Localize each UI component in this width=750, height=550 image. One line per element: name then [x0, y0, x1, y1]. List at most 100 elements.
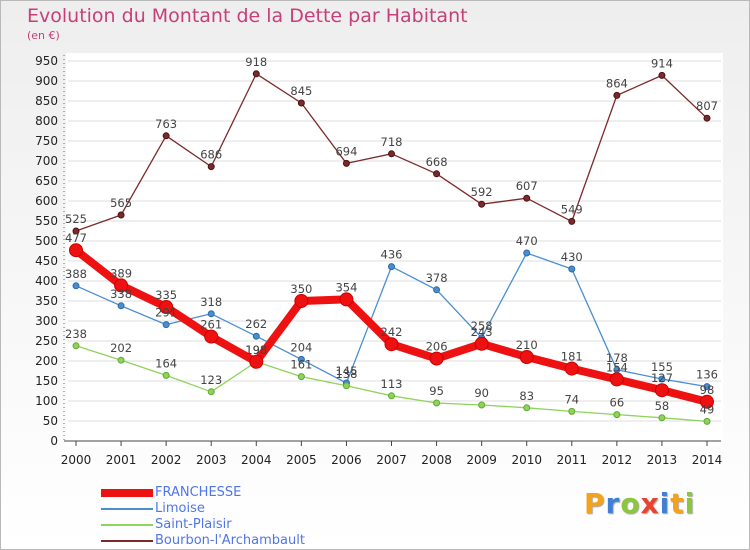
data-point-bourbon-l-archambault [297, 99, 305, 107]
y-tick-label: 250 [35, 334, 58, 348]
data-label-limoise: 155 [651, 360, 673, 374]
logo-letter: i [659, 487, 671, 520]
data-point-franchesse [519, 350, 534, 364]
data-label-bourbon-l-archambault: 592 [471, 185, 493, 199]
data-label-franchesse: 389 [110, 266, 132, 280]
legend-label: Limoise [155, 501, 205, 516]
data-point-saint-plaisir [658, 414, 666, 422]
legend-label: Saint-Plaisir [155, 517, 232, 532]
logo-letter: o [620, 487, 641, 520]
data-point-saint-plaisir [117, 356, 125, 364]
data-label-franchesse: 350 [290, 282, 312, 296]
logo-letter: i [684, 487, 696, 520]
data-label-limoise: 262 [245, 317, 267, 331]
data-label-bourbon-l-archambault: 914 [651, 56, 673, 70]
logo-letter: t [670, 487, 685, 520]
x-tick-label: 2007 [376, 453, 407, 467]
data-label-franchesse: 206 [426, 340, 448, 354]
data-point-limoise [433, 286, 441, 294]
data-label-franchesse: 210 [516, 338, 538, 352]
data-label-saint-plaisir: 164 [155, 356, 177, 370]
chart-title: Evolution du Montant de la Dette par Hab… [27, 5, 468, 27]
data-point-bourbon-l-archambault [162, 132, 170, 140]
data-label-franchesse: 242 [381, 325, 403, 339]
legend-swatch [101, 524, 153, 526]
series-layer [69, 70, 714, 425]
data-label-saint-plaisir: 66 [610, 396, 625, 410]
data-point-limoise [162, 321, 170, 329]
x-tick-label: 2002 [151, 453, 182, 467]
logo-letter: x [640, 487, 660, 520]
y-tick-label: 50 [43, 414, 58, 428]
data-label-franchesse: 335 [155, 288, 177, 302]
data-label-limoise: 258 [471, 319, 493, 333]
data-label-saint-plaisir: 49 [700, 402, 715, 416]
data-label-bourbon-l-archambault: 918 [245, 55, 267, 69]
y-tick-label: 100 [35, 394, 58, 408]
data-point-franchesse [114, 278, 129, 293]
data-labels-layer: 525 565 763 686 918 845 694 718 668 592 607 549 864 9… [65, 55, 718, 417]
data-label-limoise: 136 [696, 368, 718, 382]
data-label-saint-plaisir: 83 [519, 389, 534, 403]
legend-swatch [101, 508, 153, 510]
data-label-bourbon-l-archambault: 694 [335, 144, 357, 158]
data-point-bourbon-l-archambault [342, 159, 350, 167]
data-point-bourbon-l-archambault [568, 217, 576, 225]
data-point-bourbon-l-archambault [703, 114, 711, 122]
logo-letter: P [584, 487, 606, 520]
data-point-bourbon-l-archambault [207, 163, 215, 171]
data-point-limoise [117, 302, 125, 310]
data-point-bourbon-l-archambault [433, 170, 441, 178]
data-label-limoise: 178 [606, 351, 628, 365]
x-tick-label: 2006 [331, 453, 362, 467]
data-point-franchesse [609, 372, 624, 387]
data-label-franchesse: 154 [606, 360, 628, 374]
data-label-limoise: 436 [381, 248, 403, 262]
data-label-saint-plaisir: 202 [110, 341, 132, 355]
data-point-franchesse [384, 337, 399, 352]
y-tick-label: 150 [35, 374, 58, 388]
data-point-limoise [297, 355, 305, 363]
data-label-bourbon-l-archambault: 525 [65, 212, 87, 226]
chart-unit-subtitle: (en €) [27, 29, 60, 42]
data-point-limoise [658, 375, 666, 383]
data-point-saint-plaisir [523, 404, 531, 412]
x-tick-label: 2004 [241, 453, 272, 467]
data-label-bourbon-l-archambault: 565 [110, 196, 132, 210]
data-label-franchesse: 354 [335, 280, 357, 294]
data-point-franchesse [204, 329, 219, 344]
data-point-bourbon-l-archambault [72, 227, 80, 235]
data-point-franchesse [69, 243, 83, 258]
data-point-saint-plaisir [478, 401, 486, 409]
data-point-bourbon-l-archambault [613, 91, 621, 99]
x-tick-label: 2014 [692, 453, 723, 467]
data-point-saint-plaisir [342, 382, 350, 390]
data-point-franchesse [294, 294, 309, 308]
data-point-saint-plaisir [703, 417, 711, 425]
data-point-saint-plaisir [613, 411, 621, 419]
data-point-limoise [703, 383, 711, 391]
data-point-franchesse [474, 336, 489, 351]
y-tick-label: 300 [35, 314, 58, 328]
data-point-saint-plaisir [568, 407, 576, 415]
y-tick-label: 0 [50, 434, 58, 448]
data-point-bourbon-l-archambault [252, 70, 260, 78]
data-label-limoise: 470 [516, 234, 538, 248]
data-point-bourbon-l-archambault [523, 194, 531, 202]
legend-label: Bourbon-l'Archambault [155, 533, 305, 548]
y-tick-label: 950 [35, 54, 58, 68]
data-label-franchesse: 261 [200, 318, 222, 332]
x-tick-label: 2011 [557, 453, 588, 467]
data-label-bourbon-l-archambault: 686 [200, 148, 222, 162]
data-label-saint-plaisir: 113 [381, 377, 403, 391]
data-label-bourbon-l-archambault: 607 [516, 179, 538, 193]
data-point-saint-plaisir [72, 342, 80, 350]
y-tick-label: 200 [35, 354, 58, 368]
data-label-saint-plaisir: 238 [65, 327, 87, 341]
data-point-saint-plaisir [297, 373, 305, 381]
x-tick-label: 2000 [61, 453, 92, 467]
data-label-saint-plaisir: 95 [429, 384, 444, 398]
data-label-saint-plaisir: 90 [474, 386, 489, 400]
data-label-saint-plaisir: 161 [290, 358, 312, 372]
data-label-bourbon-l-archambault: 864 [606, 76, 628, 90]
